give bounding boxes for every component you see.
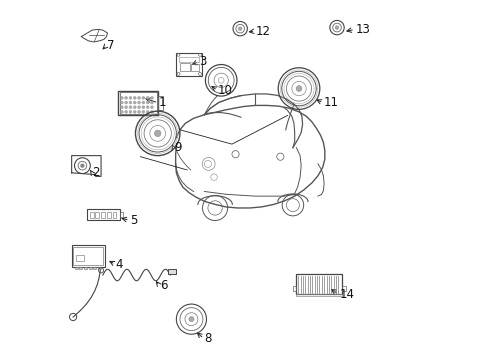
Circle shape: [146, 101, 149, 104]
Circle shape: [146, 106, 149, 109]
Circle shape: [150, 101, 153, 104]
Circle shape: [133, 96, 136, 99]
Bar: [168, 269, 175, 274]
Circle shape: [335, 26, 338, 30]
Circle shape: [129, 106, 132, 109]
Circle shape: [120, 96, 123, 99]
Bar: [112, 212, 116, 219]
Bar: [79, 267, 82, 269]
Text: 13: 13: [355, 23, 369, 36]
Bar: [101, 212, 105, 219]
Bar: [89, 212, 93, 219]
Bar: [158, 96, 163, 110]
Circle shape: [133, 101, 136, 104]
Circle shape: [124, 101, 127, 104]
Bar: [179, 57, 199, 62]
Bar: [106, 212, 110, 219]
Bar: [95, 212, 99, 219]
Bar: [76, 255, 83, 261]
Text: 14: 14: [339, 288, 353, 301]
Bar: [292, 286, 296, 291]
Circle shape: [142, 101, 144, 104]
Bar: [72, 245, 104, 267]
Bar: [191, 64, 199, 71]
Text: 1: 1: [159, 96, 166, 109]
Circle shape: [120, 106, 123, 109]
Bar: [176, 53, 202, 76]
Circle shape: [133, 106, 136, 109]
Bar: [342, 286, 346, 291]
Circle shape: [137, 96, 140, 99]
Text: 6: 6: [160, 279, 167, 292]
Circle shape: [296, 86, 301, 91]
Text: 2: 2: [92, 166, 100, 179]
Circle shape: [142, 111, 144, 113]
Circle shape: [124, 106, 127, 109]
Circle shape: [124, 111, 127, 113]
Bar: [83, 267, 87, 269]
Bar: [180, 63, 190, 71]
Bar: [118, 91, 158, 116]
Bar: [296, 274, 342, 294]
Circle shape: [129, 111, 132, 113]
Circle shape: [150, 111, 153, 113]
Circle shape: [150, 96, 153, 99]
Text: 9: 9: [174, 141, 181, 154]
Text: 10: 10: [218, 84, 232, 97]
Bar: [87, 210, 120, 220]
Circle shape: [146, 96, 149, 99]
Circle shape: [129, 96, 132, 99]
Circle shape: [142, 96, 144, 99]
Circle shape: [150, 106, 153, 109]
Text: 7: 7: [106, 39, 114, 52]
Circle shape: [120, 111, 123, 113]
Circle shape: [137, 106, 140, 109]
Bar: [120, 93, 156, 114]
Circle shape: [120, 101, 123, 104]
Circle shape: [142, 106, 144, 109]
Bar: [93, 267, 96, 269]
Circle shape: [188, 317, 194, 321]
Circle shape: [81, 164, 84, 167]
Bar: [120, 212, 123, 217]
Bar: [73, 247, 102, 265]
Circle shape: [154, 130, 161, 136]
Circle shape: [146, 111, 149, 113]
Bar: [74, 267, 78, 269]
Circle shape: [238, 27, 242, 31]
Bar: [88, 267, 92, 269]
Circle shape: [124, 96, 127, 99]
Circle shape: [133, 111, 136, 113]
Text: 3: 3: [199, 55, 206, 68]
Text: 11: 11: [323, 96, 338, 109]
Bar: [296, 294, 342, 296]
Bar: [98, 267, 101, 269]
Text: 8: 8: [204, 332, 211, 345]
Circle shape: [129, 101, 132, 104]
Circle shape: [137, 101, 140, 104]
Text: 4: 4: [116, 258, 123, 271]
Circle shape: [137, 111, 140, 113]
Text: 5: 5: [130, 214, 137, 227]
Text: 12: 12: [255, 25, 270, 38]
